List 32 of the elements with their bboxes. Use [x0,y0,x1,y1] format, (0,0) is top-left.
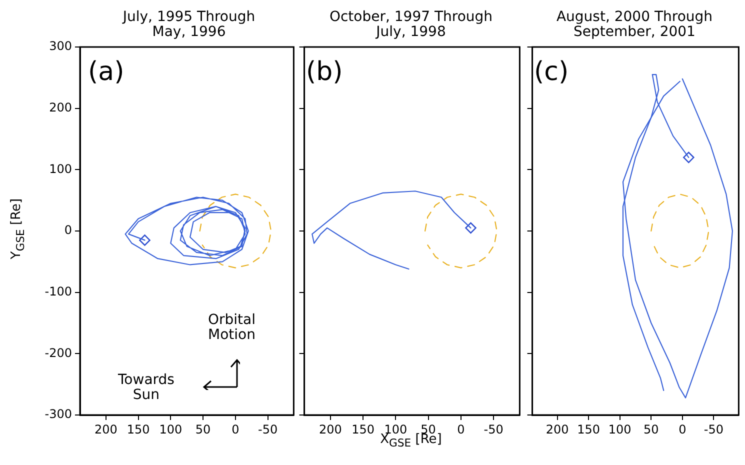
annotation: (c) [534,57,569,87]
x-tick-label: 150 [126,422,150,436]
y-tick-label: 200 [49,100,72,114]
y-tick-label: 100 [49,162,72,176]
y-tick-label: 300 [49,39,72,54]
annotation: Towards Sun [118,372,174,403]
line-series [199,194,272,268]
x-tick-label: 0 [457,422,465,436]
chart-title: July, 1995 Through May, 1996 [121,9,256,40]
x-tick-label: 50 [643,422,659,436]
x-tick-label: 200 [94,422,118,436]
x-tick-label: 100 [608,422,632,436]
y-tick-label: -200 [44,346,72,360]
x-tick-label: -50 [704,422,724,436]
x-tick-label: 200 [318,422,342,436]
annotation: Orbital Motion [208,312,256,343]
annotation: (b) [306,57,343,87]
x-tick-label: -50 [484,422,504,436]
x-tick-label: 150 [577,422,600,436]
x-tick-label: 0 [678,422,686,436]
x-tick-label: 100 [159,422,182,436]
annotation: (a) [88,57,124,87]
x-tick-label: 150 [352,422,374,436]
x-tick-label: 0 [232,422,240,436]
y-tick-label: 0 [64,223,72,238]
x-tick-label: 200 [546,422,569,436]
chart-title: August, 2000 Through September, 2001 [555,9,714,40]
y-tick-label: -100 [44,284,72,298]
chart-title: October, 1997 Through July, 1998 [328,9,494,40]
x-tick-label: -50 [258,422,278,436]
y-tick-label: -300 [44,407,72,422]
x-tick-label: 50 [195,422,211,436]
